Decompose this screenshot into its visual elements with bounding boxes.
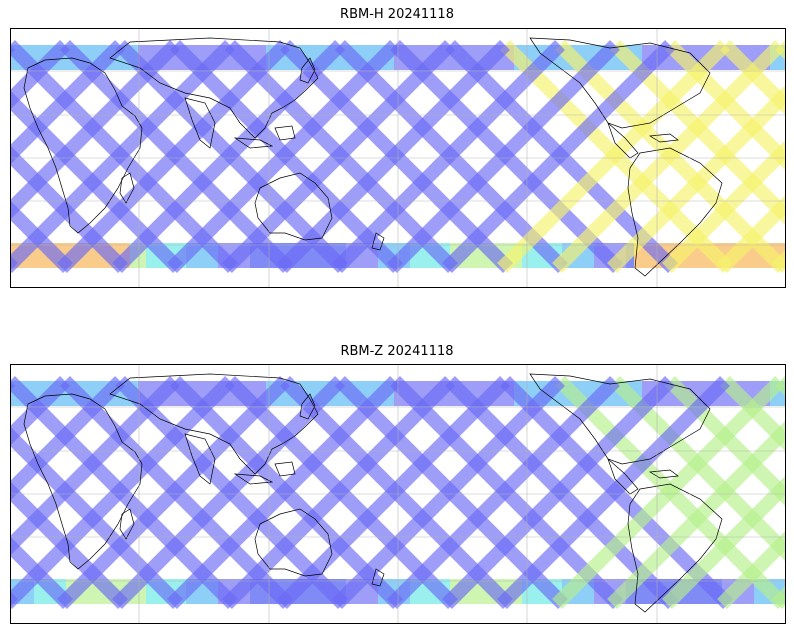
swath-stripe <box>10 376 70 446</box>
coastline <box>648 133 679 143</box>
swath-stripe <box>717 194 786 273</box>
swath-stripe <box>167 40 400 273</box>
swath-stripe <box>720 376 786 452</box>
swath-stripe <box>332 376 565 609</box>
coastline <box>233 473 274 485</box>
swath-stripe <box>552 376 785 609</box>
swath-stripe <box>607 84 786 273</box>
map-plot-rbm-h <box>10 28 786 288</box>
swath-stripe <box>10 376 125 501</box>
coastline <box>607 457 639 495</box>
coastline <box>648 469 679 479</box>
swath-stripe <box>10 40 235 273</box>
coastline <box>274 461 296 477</box>
swath-stripe <box>497 40 730 273</box>
swath-stripe <box>720 40 786 116</box>
coastline-layer <box>23 37 723 277</box>
swath-stripe <box>552 40 785 273</box>
coastline <box>529 373 711 465</box>
swath-stripe <box>57 40 290 273</box>
coastline <box>627 147 723 277</box>
swath-layer <box>10 40 786 273</box>
swath-stripe <box>662 475 786 609</box>
coastline <box>274 125 296 141</box>
coastline <box>627 483 723 613</box>
coastline <box>184 433 216 485</box>
panel-title: RBM-H 20241118 <box>340 7 454 22</box>
swath-stripe <box>10 40 180 220</box>
swath-layer <box>10 376 786 609</box>
coastline <box>299 57 316 84</box>
swath-stripe <box>10 40 125 165</box>
coastline <box>109 373 319 475</box>
coastline <box>254 172 333 241</box>
coastline <box>109 37 319 139</box>
swath-stripe <box>717 530 786 609</box>
swath-stripe <box>112 40 345 273</box>
gridlines <box>10 28 786 288</box>
coastline <box>23 393 143 570</box>
coastline <box>607 121 639 159</box>
coastline <box>371 232 385 251</box>
coastline-layer <box>23 373 723 613</box>
swath-stripe <box>167 376 400 609</box>
swath-stripe <box>662 139 786 273</box>
coastline <box>299 393 316 420</box>
coastline <box>233 137 274 149</box>
swath-stripe <box>10 376 180 556</box>
swath-stripe <box>277 40 510 273</box>
swath-stripe <box>442 40 675 273</box>
swath-stripe <box>10 536 73 609</box>
swath-stripe <box>112 376 345 609</box>
swath-stripe <box>10 376 235 609</box>
swath-stripe <box>222 40 455 273</box>
swath-stripe <box>57 376 290 609</box>
swath-stripe <box>387 376 620 609</box>
swath-stripe <box>387 40 620 273</box>
coastline <box>371 568 385 587</box>
map-plot-rbm-z <box>10 364 786 624</box>
coastline <box>119 172 135 204</box>
swath-stripe <box>222 376 455 609</box>
coastline <box>184 97 216 149</box>
panel-title: RBM-Z 20241118 <box>340 344 454 359</box>
coastline <box>23 57 143 234</box>
swath-stripe <box>497 376 730 609</box>
swath-stripe <box>332 40 565 273</box>
swath-stripe <box>10 200 73 273</box>
swath-stripe <box>442 376 675 609</box>
coastline <box>119 508 135 540</box>
swath-stripe <box>607 420 786 609</box>
gridlines <box>10 364 786 624</box>
coastline <box>529 37 711 129</box>
swath-stripe <box>277 376 510 609</box>
coastline <box>254 508 333 577</box>
swath-stripe <box>10 40 70 110</box>
